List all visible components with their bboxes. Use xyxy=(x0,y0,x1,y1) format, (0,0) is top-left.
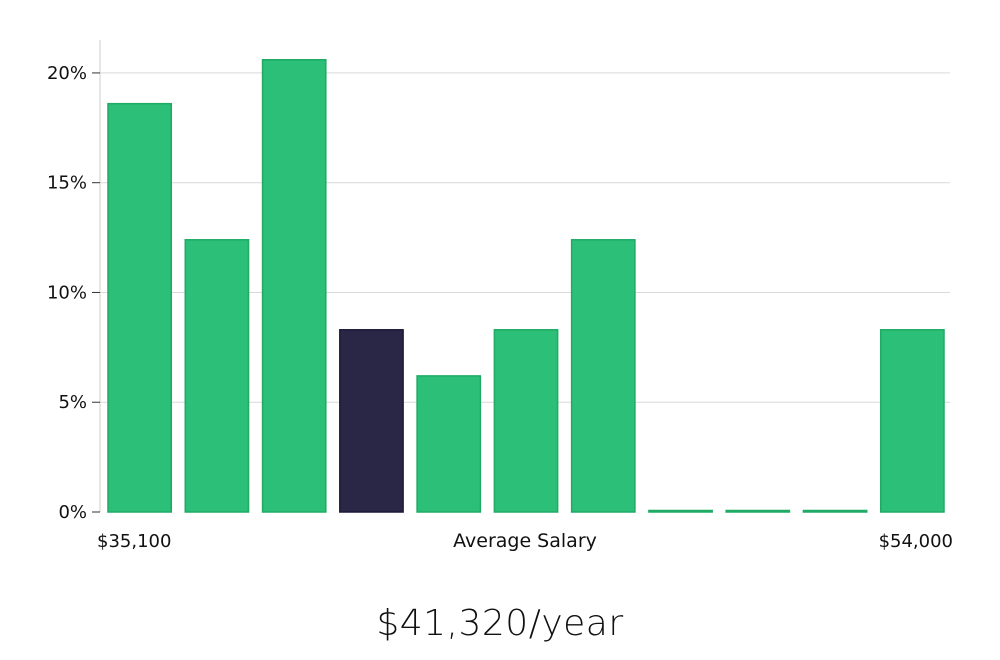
histogram-bar xyxy=(493,329,559,513)
bars xyxy=(107,59,945,513)
x-min-label: $35,100 xyxy=(97,531,171,552)
y-tick-label: 5% xyxy=(58,392,87,413)
histogram-bar xyxy=(184,239,250,513)
histogram-bar xyxy=(725,509,791,513)
y-axis-ticks: 0% 5% 10% 15% 20% xyxy=(47,63,100,523)
histogram-bar xyxy=(416,375,482,513)
average-salary-caption: $41,320/year xyxy=(376,603,624,644)
histogram-bar xyxy=(879,329,945,513)
y-tick-label: 0% xyxy=(58,502,87,523)
x-axis-title: Average Salary xyxy=(453,530,597,552)
histogram-bar xyxy=(107,102,173,513)
salary-histogram: 0% 5% 10% 15% 20% $35,100 Average Salary $54… xyxy=(47,40,953,552)
highlighted-bar xyxy=(339,329,404,513)
histogram-bar xyxy=(261,59,327,513)
histogram-bar xyxy=(802,509,868,513)
x-max-label: $54,000 xyxy=(879,531,953,552)
histogram-bar xyxy=(570,239,636,513)
y-tick-label: 20% xyxy=(47,63,87,84)
histogram-bar xyxy=(648,509,713,513)
y-tick-label: 15% xyxy=(47,173,87,194)
y-tick-label: 10% xyxy=(47,282,87,303)
